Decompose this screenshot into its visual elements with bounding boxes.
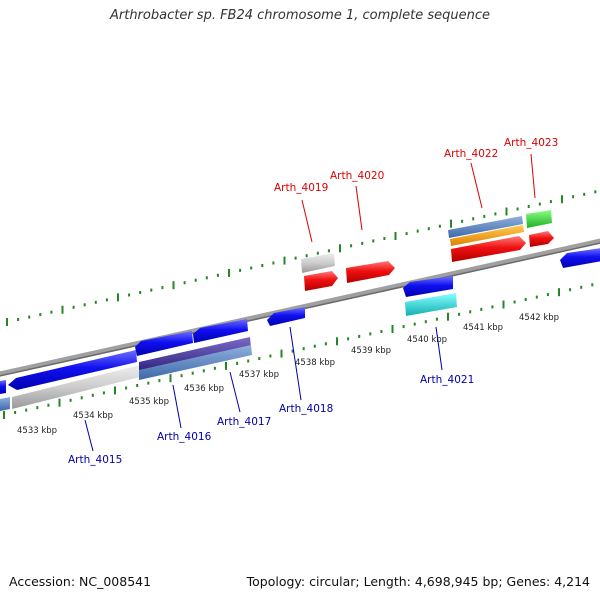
axis-label-4541: 4541 kbp bbox=[463, 323, 503, 333]
leader-line bbox=[435, 326, 443, 371]
gene-labels: Arth_4019 Arth_4020 Arth_4022 Arth_4023 … bbox=[68, 137, 558, 466]
leader-line bbox=[470, 162, 483, 209]
gene-label-arth-4022[interactable]: Arth_4022 bbox=[444, 148, 498, 160]
gene-arrow[interactable] bbox=[451, 236, 526, 262]
gene-arrow[interactable] bbox=[403, 276, 453, 297]
gene-label-arth-4023[interactable]: Arth_4023 bbox=[504, 137, 558, 149]
gene-arrow[interactable] bbox=[0, 380, 6, 394]
forward-strand-features bbox=[301, 210, 554, 291]
gene-label-arth-4015[interactable]: Arth_4015 bbox=[68, 454, 122, 466]
map-title: Arthrobacter sp. FB24 chromosome 1, comp… bbox=[109, 8, 491, 23]
gene-label-arth-4021[interactable]: Arth_4021 bbox=[420, 374, 474, 386]
leader-line bbox=[289, 326, 302, 401]
axis-label-4542: 4542 kbp bbox=[519, 313, 559, 323]
gene-arrow[interactable] bbox=[193, 319, 248, 343]
axis-labels: 4533 kbp 4534 kbp 4535 kbp 4536 kbp 4537… bbox=[17, 313, 559, 436]
leader-line bbox=[355, 185, 363, 231]
axis-label-4534: 4534 kbp bbox=[73, 411, 113, 421]
gene-label-arth-4019[interactable]: Arth_4019 bbox=[274, 182, 328, 194]
lower-tick-row bbox=[3, 283, 594, 419]
gene-arrow[interactable] bbox=[526, 210, 552, 228]
upper-tick-row bbox=[6, 190, 597, 326]
axis-label-4537: 4537 kbp bbox=[239, 370, 279, 380]
reverse-strand-features bbox=[0, 248, 600, 411]
gene-label-arth-4018[interactable]: Arth_4018 bbox=[279, 403, 333, 415]
gene-label-arth-4017[interactable]: Arth_4017 bbox=[217, 416, 271, 428]
leader-line bbox=[229, 371, 241, 413]
gene-arrow[interactable] bbox=[0, 397, 10, 411]
axis-label-4536: 4536 kbp bbox=[184, 384, 224, 394]
leader-line bbox=[530, 153, 536, 199]
gene-arrow[interactable] bbox=[135, 331, 193, 356]
axis-label-4538: 4538 kbp bbox=[295, 358, 335, 368]
gene-arrow[interactable] bbox=[267, 307, 305, 326]
axis-label-4535: 4535 kbp bbox=[129, 397, 169, 407]
gene-arrow[interactable] bbox=[405, 293, 457, 316]
accession-text: Accession: NC_008541 bbox=[9, 574, 152, 589]
gene-arrow[interactable] bbox=[139, 345, 252, 380]
gene-arrow[interactable] bbox=[346, 261, 395, 283]
axis-label-4539: 4539 kbp bbox=[351, 346, 391, 356]
gene-arrow[interactable] bbox=[301, 253, 335, 273]
gene-label-arth-4016[interactable]: Arth_4016 bbox=[157, 431, 212, 443]
genome-backbone bbox=[0, 238, 600, 377]
gene-arrow[interactable] bbox=[8, 350, 137, 390]
gene-arrow[interactable] bbox=[529, 231, 554, 247]
genome-summary-text: Topology: circular; Length: 4,698,945 bp… bbox=[246, 574, 590, 589]
gene-label-arth-4020[interactable]: Arth_4020 bbox=[330, 170, 384, 182]
gene-arrow[interactable] bbox=[448, 216, 523, 238]
leader-line bbox=[84, 419, 94, 452]
axis-label-4540: 4540 kbp bbox=[407, 335, 447, 345]
gene-arrow[interactable] bbox=[304, 271, 338, 291]
leader-line bbox=[301, 199, 313, 243]
label-leaders bbox=[84, 153, 536, 452]
leader-line bbox=[172, 384, 182, 429]
gene-arrow[interactable] bbox=[12, 365, 140, 409]
gene-arrow[interactable] bbox=[560, 248, 600, 268]
axis-label-4533: 4533 kbp bbox=[17, 426, 57, 436]
gene-arrow[interactable] bbox=[450, 225, 524, 246]
